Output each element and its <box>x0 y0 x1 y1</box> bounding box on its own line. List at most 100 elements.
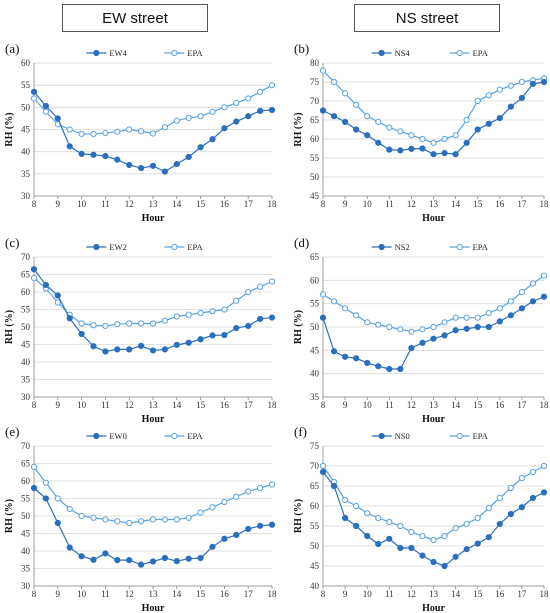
x-tick-label: 8 <box>321 589 326 599</box>
data-point <box>54 519 61 527</box>
x-tick-label: 8 <box>32 589 37 599</box>
data-point <box>233 297 240 304</box>
data-point <box>507 298 514 305</box>
data-point <box>257 484 264 492</box>
data-point <box>463 116 470 124</box>
legend-marker <box>93 49 100 57</box>
data-point <box>90 151 97 158</box>
data-point <box>441 135 448 143</box>
data-point <box>161 124 168 131</box>
data-point <box>161 346 168 353</box>
data-point <box>419 339 426 346</box>
data-point <box>102 348 109 355</box>
data-point <box>408 544 415 552</box>
data-point <box>319 468 327 476</box>
x-tick-label: 12 <box>407 400 416 410</box>
legend-marker <box>171 432 178 440</box>
panel-label: (b) <box>294 41 309 56</box>
data-point <box>245 288 252 296</box>
x-tick-label: 9 <box>343 400 348 410</box>
data-point <box>485 534 492 541</box>
data-point <box>30 266 38 273</box>
x-tick-label: 16 <box>220 199 230 209</box>
data-point <box>90 322 97 329</box>
ns-street-header: NS street <box>354 4 500 32</box>
data-point <box>161 554 168 562</box>
y-tick-label: 45 <box>310 345 320 355</box>
legend-marker <box>378 243 385 251</box>
y-tick-label: 55 <box>310 521 320 531</box>
data-point <box>408 528 415 536</box>
data-point <box>173 341 180 348</box>
y-axis-title: RH (%) <box>293 112 304 146</box>
data-point <box>114 346 121 353</box>
x-tick-label: 10 <box>363 589 373 599</box>
data-point <box>485 323 492 331</box>
data-point <box>342 496 349 504</box>
data-point <box>507 82 514 89</box>
data-point <box>268 521 276 528</box>
data-point <box>496 494 503 502</box>
data-point <box>257 88 264 95</box>
y-tick-label: 35 <box>310 392 320 402</box>
x-tick-label: 13 <box>429 589 439 599</box>
data-point <box>540 78 548 86</box>
x-tick-label: 17 <box>244 589 254 599</box>
data-point <box>126 126 133 133</box>
y-tick-label: 45 <box>310 561 320 571</box>
y-tick-label: 50 <box>21 511 31 521</box>
series-line <box>33 268 273 353</box>
y-tick-label: 60 <box>21 287 31 297</box>
data-point <box>161 317 168 324</box>
data-point <box>529 298 537 305</box>
data-point <box>474 514 481 522</box>
x-tick-label: 8 <box>321 400 326 410</box>
data-point <box>221 125 228 132</box>
data-point <box>342 353 349 360</box>
data-point <box>185 339 192 346</box>
x-tick-label: 12 <box>407 589 416 599</box>
y-tick-label: 35 <box>21 375 31 385</box>
data-point <box>386 535 393 542</box>
data-point <box>42 281 50 289</box>
legend-label: NS4 <box>395 48 411 58</box>
x-axis-title: Hour <box>142 603 165 613</box>
data-point <box>245 488 252 495</box>
x-tick-label: 9 <box>56 589 61 599</box>
data-point <box>209 504 216 511</box>
data-point <box>221 104 228 111</box>
data-point <box>233 493 240 500</box>
x-tick-label: 17 <box>517 589 527 599</box>
data-point <box>430 558 437 566</box>
legend-marker <box>456 49 463 57</box>
data-point <box>518 474 526 482</box>
data-point <box>245 322 252 330</box>
legend-marker <box>456 432 463 440</box>
x-tick-label: 14 <box>172 589 182 599</box>
data-point <box>185 311 192 318</box>
data-point <box>66 544 73 551</box>
x-tick-label: 14 <box>451 589 461 599</box>
x-tick-label: 18 <box>540 400 550 410</box>
data-point <box>430 151 437 158</box>
data-point <box>173 117 180 124</box>
legend-label: NS0 <box>395 431 410 441</box>
data-point <box>138 518 145 525</box>
data-point <box>30 88 38 95</box>
data-point <box>102 322 109 330</box>
data-point <box>496 305 503 312</box>
data-point <box>197 336 204 343</box>
panel-label: (f) <box>294 424 307 439</box>
y-tick-label: 65 <box>310 115 320 125</box>
x-tick-label: 15 <box>473 199 483 209</box>
x-tick-label: 16 <box>495 199 505 209</box>
data-point <box>66 315 73 322</box>
chart-panel-1: 30 35 40 45 50 55 60 8 9 10 11 12 13 14 15 16 17 18 (a) Hou… <box>4 41 277 224</box>
data-point <box>268 82 276 89</box>
data-point <box>209 332 216 339</box>
data-point <box>114 557 121 564</box>
legend-marker <box>171 49 178 57</box>
y-tick-label: 55 <box>310 153 320 163</box>
data-point <box>518 94 526 102</box>
data-point <box>342 90 349 97</box>
